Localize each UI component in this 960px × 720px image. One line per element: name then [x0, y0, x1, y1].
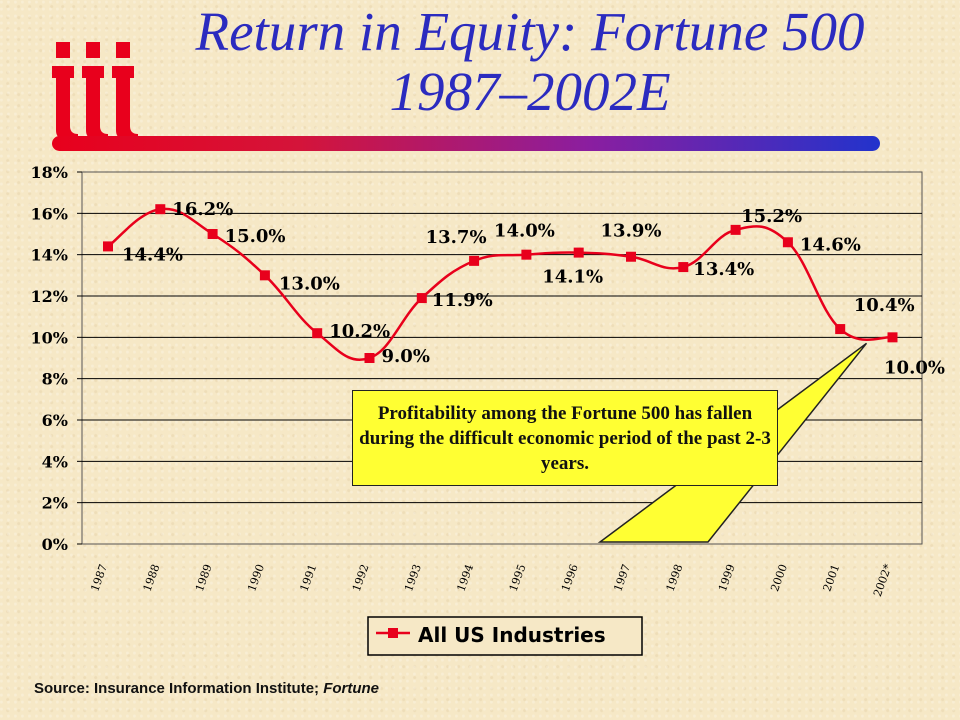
x-tick-label: 1995: [507, 562, 529, 593]
callout-box: Profitability among the Fortune 500 has …: [352, 390, 778, 486]
data-point: [259, 270, 270, 281]
y-tick-label: 0%: [42, 535, 68, 554]
x-tick-label: 1996: [559, 562, 581, 593]
data-point: [155, 204, 166, 215]
title-line-1: Return in Equity: Fortune 500: [195, 1, 865, 62]
data-point: [103, 241, 113, 252]
legend-marker: [388, 628, 398, 638]
y-tick-label: 2%: [42, 494, 68, 513]
data-label: 13.7%: [426, 227, 487, 248]
data-label: 13.0%: [279, 273, 340, 294]
data-label: 14.1%: [542, 267, 603, 288]
y-tick-label: 10%: [31, 328, 68, 347]
data-label: 13.4%: [693, 259, 754, 280]
x-tick-label: 2000: [768, 562, 790, 593]
data-point: [782, 237, 793, 248]
data-label: 14.4%: [122, 244, 183, 265]
y-tick-label: 8%: [42, 370, 68, 389]
data-point: [312, 328, 323, 339]
series-line: [107, 207, 893, 361]
y-tick-label: 14%: [31, 246, 68, 265]
y-tick-label: 18%: [31, 163, 68, 182]
title-line-2: 1987–2002E: [389, 61, 671, 122]
data-label: 15.0%: [225, 226, 286, 247]
data-label: 15.2%: [741, 206, 802, 227]
data-label: 13.9%: [601, 221, 662, 242]
data-point: [835, 324, 846, 335]
data-label: 10.2%: [329, 321, 390, 342]
x-tick-label: 2002*: [871, 562, 895, 598]
legend-label: All US Industries: [418, 623, 606, 647]
y-tick-label: 6%: [42, 411, 68, 430]
data-point: [887, 332, 898, 343]
y-tick-label: 12%: [31, 287, 68, 306]
data-label: 10.0%: [884, 357, 945, 378]
legend-box: [367, 616, 643, 656]
source-note: Source: Insurance Information Institute;…: [34, 680, 379, 697]
data-point: [573, 247, 584, 258]
x-tick-label: 1991: [298, 562, 320, 593]
legend: All US Industries: [367, 616, 643, 656]
x-tick-label: 1988: [141, 562, 163, 593]
x-tick-label: 1997: [611, 562, 633, 593]
slide-title: Return in Equity: Fortune 500 1987–2002E: [150, 2, 910, 122]
source-fortune: Fortune: [323, 680, 380, 697]
x-tick-label: 1993: [402, 562, 424, 593]
data-label: 9.0%: [382, 346, 430, 367]
x-tick-label: 1989: [193, 562, 215, 593]
plot-area: [81, 171, 923, 545]
x-tick-label: 1998: [664, 562, 686, 593]
data-point: [626, 251, 636, 262]
roe-line-chart: 0% 2% 4% 6% 8% 10% 12% 14% 16% 18% 1987 1988 1989 199…: [31, 163, 945, 656]
data-point: [364, 353, 375, 363]
y-tick-label: 16%: [31, 204, 68, 223]
x-tick-label: 1990: [245, 562, 267, 593]
data-point: [730, 224, 741, 235]
x-tick-label: 1999: [716, 562, 738, 593]
x-tick-label: 1987: [88, 562, 110, 593]
iii-logo: [52, 42, 138, 138]
title-rule: [52, 136, 880, 151]
data-label: 11.9%: [432, 290, 493, 311]
data-label: 10.4%: [854, 295, 915, 316]
x-tick-label: 1992: [350, 562, 372, 593]
data-point: [521, 249, 532, 260]
source-text: Source: Insurance Information Institute;: [34, 680, 324, 697]
data-point: [207, 229, 218, 239]
data-point: [416, 293, 427, 304]
data-label: 16.2%: [172, 199, 233, 220]
x-tick-label: 2001: [821, 562, 843, 593]
data-point: [469, 255, 480, 266]
y-tick-label: 4%: [42, 452, 68, 471]
data-label: 14.6%: [800, 234, 861, 255]
data-label: 14.0%: [494, 221, 555, 242]
x-tick-label: 1994: [454, 562, 476, 593]
data-point: [678, 262, 689, 273]
